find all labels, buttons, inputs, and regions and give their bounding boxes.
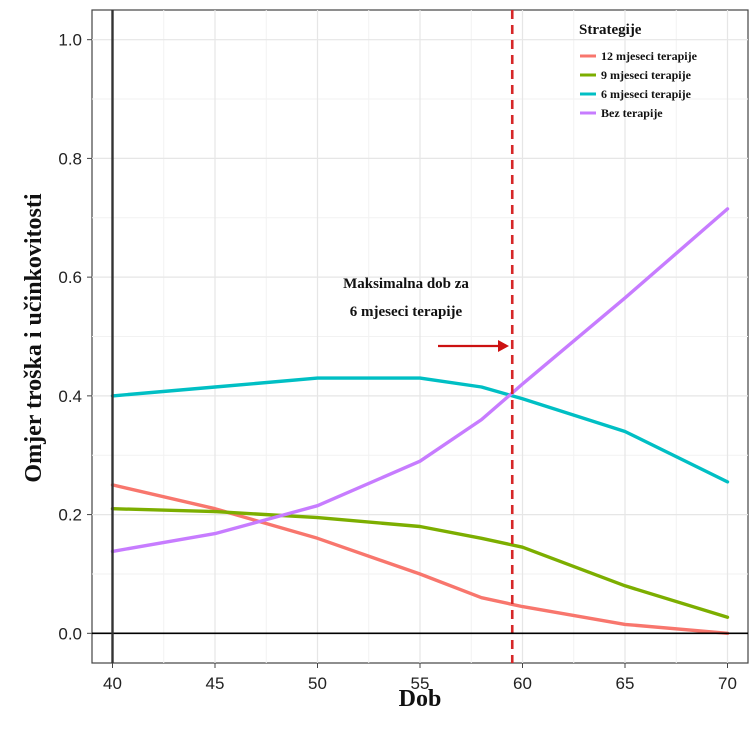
y-tick-labels: 0.0 0.2 0.4 0.6 0.8 1.0 [58, 31, 82, 644]
series-line-4 [110, 207, 730, 554]
x-tick-label: 70 [718, 674, 737, 693]
annotation-line-2: 6 mjeseci terapije [350, 304, 463, 320]
annotation: Maksimalna dob za 6 mjeseci terapije [343, 276, 509, 352]
x-axis-title: Dob [399, 686, 442, 712]
x-tick-label: 65 [616, 674, 635, 693]
y-tick-label: 0.8 [58, 149, 82, 168]
legend: Strategije 12 mjeseci terapije 9 mjeseci … [579, 22, 698, 120]
x-tick-label: 60 [513, 674, 532, 693]
series-line-2 [110, 507, 730, 619]
y-tick-label: 1.0 [58, 31, 82, 50]
axes [87, 10, 748, 668]
y-axis-title: Omjer troška i učinkovitosti [21, 193, 47, 482]
legend-label-1: 12 mjeseci terapije [601, 49, 698, 63]
annotation-arrowhead [498, 340, 509, 352]
y-tick-label: 0.2 [58, 506, 82, 525]
legend-label-2: 9 mjeseci terapije [601, 68, 692, 82]
legend-title: Strategije [579, 22, 642, 38]
y-tick-label: 0.0 [58, 624, 82, 643]
x-tick-labels: 40 45 50 55 60 65 70 [103, 674, 737, 693]
annotation-line-1: Maksimalna dob za [343, 276, 469, 292]
x-tick-label: 55 [411, 674, 430, 693]
legend-items: 12 mjeseci terapije 9 mjeseci terapije 6 m… [580, 49, 698, 120]
series-lines [110, 207, 730, 635]
legend-label-4: Bez terapije [601, 106, 663, 120]
legend-label-3: 6 mjeseci terapije [601, 87, 692, 101]
x-tick-label: 40 [103, 674, 122, 693]
y-tick-label: 0.4 [58, 387, 82, 406]
y-tick-label: 0.6 [58, 268, 82, 287]
x-tick-label: 45 [206, 674, 225, 693]
x-tick-label: 50 [308, 674, 327, 693]
series-line-3 [110, 376, 730, 484]
